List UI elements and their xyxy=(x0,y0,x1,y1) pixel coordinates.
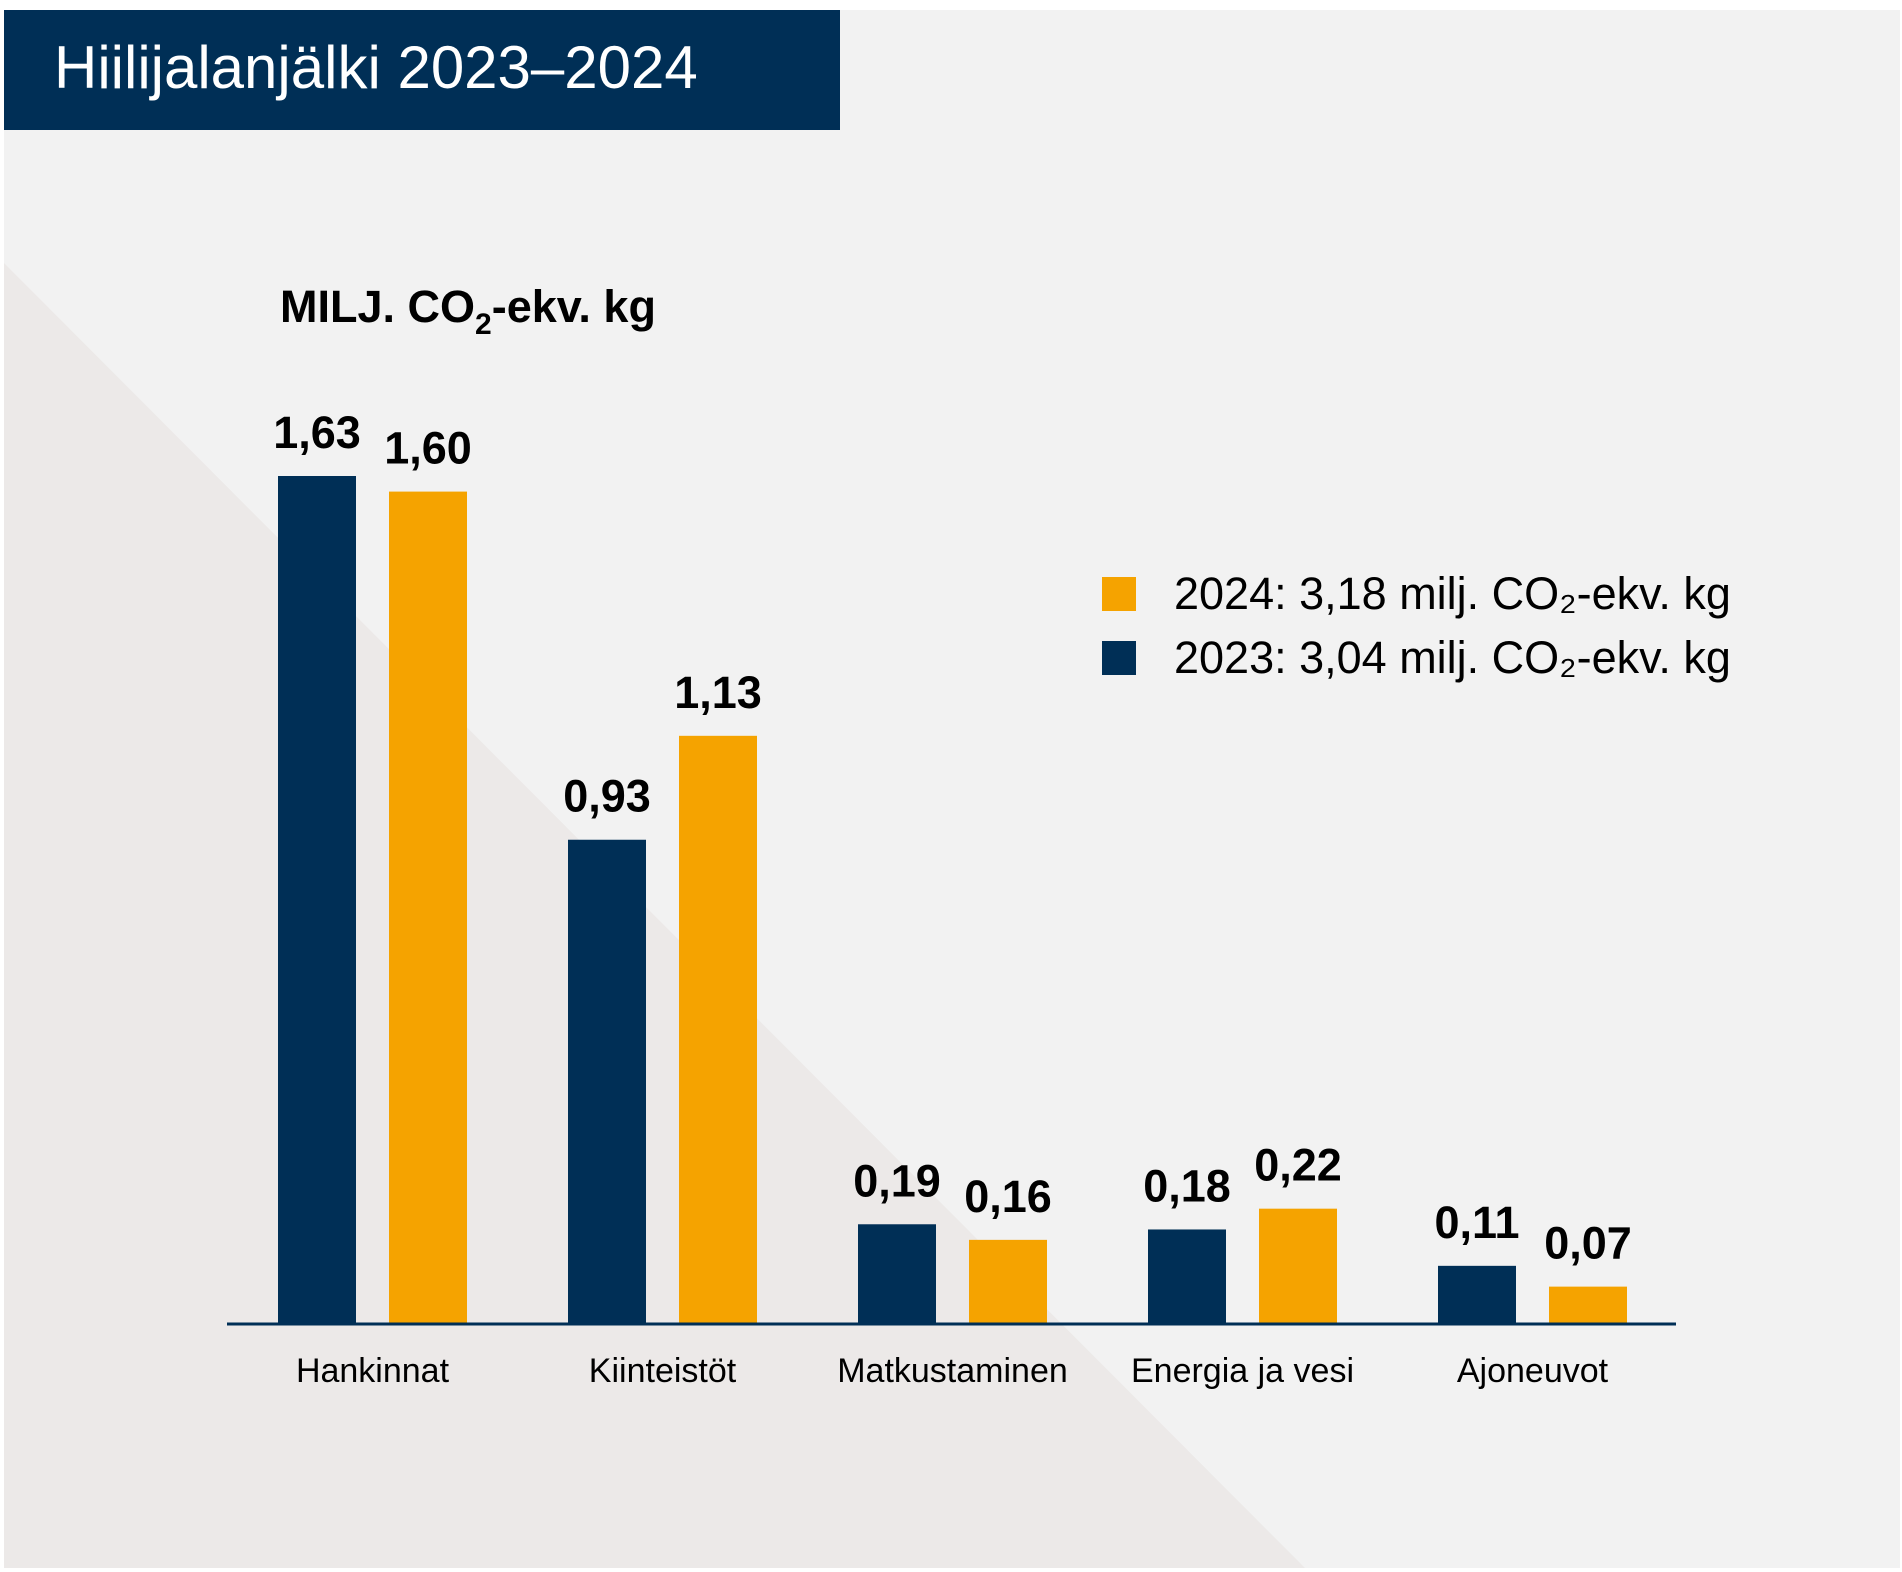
legend: 2024: 3,18 milj. CO₂-ekv. kg 2023: 3,04 m… xyxy=(1102,568,1731,683)
bar-2023-3 xyxy=(1148,1229,1226,1323)
value-label-2023-0: 1,63 xyxy=(273,407,361,458)
bar-2024-0 xyxy=(389,491,467,1323)
title-banner: Hiilijalanjälki 2023–2024 xyxy=(4,10,840,130)
value-label-2023-2: 0,19 xyxy=(853,1155,941,1206)
category-labels: Hankinnat Kiinteistöt Matkustaminen Energia… xyxy=(296,1352,1609,1390)
value-label-2023-4: 0,11 xyxy=(1434,1197,1519,1248)
category-label-4: Ajoneuvot xyxy=(1457,1352,1609,1390)
bar-2024-1 xyxy=(679,735,757,1323)
bar-2023-1 xyxy=(568,839,646,1323)
chart-card: Hiilijalanjälki 2023–2024 MILJ. CO2-ekv.… xyxy=(4,10,1900,1568)
value-label-2024-0: 1,60 xyxy=(384,423,472,474)
legend-swatch-0 xyxy=(1102,577,1136,611)
unit-label: MILJ. CO2-ekv. kg xyxy=(280,281,656,341)
category-label-1: Kiinteistöt xyxy=(589,1352,737,1390)
value-label-2023-3: 0,18 xyxy=(1143,1160,1231,1211)
legend-label-1: 2023: 3,04 milj. CO₂-ekv. kg xyxy=(1174,632,1731,683)
category-label-2: Matkustaminen xyxy=(837,1352,1068,1390)
bar-2024-2 xyxy=(969,1239,1047,1323)
value-label-2024-1: 1,13 xyxy=(674,667,762,718)
bar-2023-4 xyxy=(1438,1265,1516,1323)
value-label-2023-1: 0,93 xyxy=(563,771,651,822)
legend-swatch-1 xyxy=(1102,641,1136,675)
bars xyxy=(278,476,1627,1323)
bar-chart: MILJ. CO2-ekv. kg 1,63 1,60 0,93 1,13 0,19 0,… xyxy=(227,281,1731,1390)
value-label-2024-4: 0,07 xyxy=(1544,1218,1632,1269)
legend-label-0: 2024: 3,18 milj. CO₂-ekv. kg xyxy=(1174,568,1731,619)
chart-title: Hiilijalanjälki 2023–2024 xyxy=(54,34,698,101)
value-label-2024-2: 0,16 xyxy=(964,1171,1052,1222)
bar-2023-2 xyxy=(858,1224,936,1323)
bar-2024-3 xyxy=(1259,1208,1337,1323)
bar-2024-4 xyxy=(1549,1286,1627,1323)
bar-2023-0 xyxy=(278,476,356,1323)
category-label-3: Energia ja vesi xyxy=(1131,1352,1354,1390)
category-label-0: Hankinnat xyxy=(296,1352,450,1390)
value-labels: 1,63 1,60 0,93 1,13 0,19 0,16 0,18 0,22 0,11 0,07 xyxy=(273,407,1632,1269)
value-label-2024-3: 0,22 xyxy=(1254,1140,1342,1191)
